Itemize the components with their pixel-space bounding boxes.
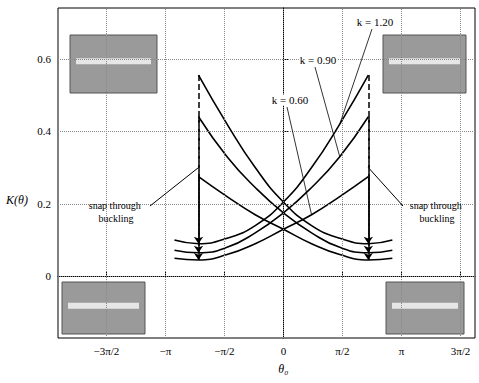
svg-text:snap through: snap through: [410, 200, 464, 211]
svg-text:buckling: buckling: [99, 213, 134, 224]
svg-text:k = 0.60: k = 0.60: [272, 94, 309, 106]
svg-text:buckling: buckling: [420, 213, 455, 224]
svg-text:k = 0.90: k = 0.90: [300, 54, 337, 66]
svg-text:θ₀: θ₀: [278, 362, 288, 376]
svg-text:0.2: 0.2: [37, 198, 51, 210]
svg-text:−3π/2: −3π/2: [93, 345, 119, 357]
svg-text:3π/2: 3π/2: [451, 345, 471, 357]
svg-text:K(θ): K(θ): [5, 193, 28, 207]
svg-text:0.4: 0.4: [37, 125, 51, 137]
svg-text:snap through: snap through: [89, 200, 143, 211]
svg-text:π: π: [399, 345, 405, 357]
svg-text:π/2: π/2: [335, 345, 349, 357]
svg-text:0.6: 0.6: [37, 53, 51, 65]
svg-text:−π/2: −π/2: [214, 345, 234, 357]
svg-text:−π: −π: [160, 345, 172, 357]
svg-text:0: 0: [46, 270, 52, 282]
svg-text:k = 1.20: k = 1.20: [357, 16, 394, 28]
svg-text:0: 0: [281, 345, 287, 357]
